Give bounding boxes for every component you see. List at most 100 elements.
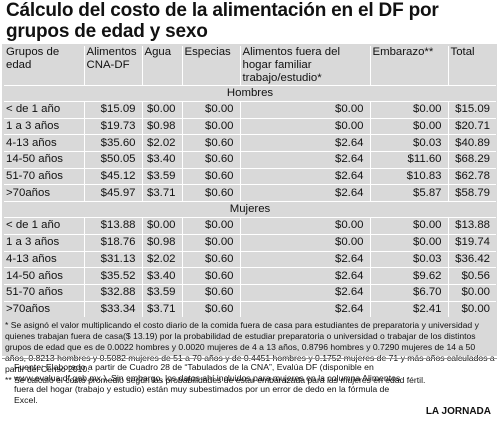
age-group-cell: 14-50 años [4, 151, 85, 169]
table-row: >70años $45.97 $3.71 $0.60 $2.64 $5.87 $58.79 [4, 184, 496, 202]
age-group-cell: 1 a 3 años [4, 117, 85, 135]
age-group-cell: 4-13 años [4, 134, 85, 152]
age-group-cell: 14-50 años [4, 267, 85, 285]
age-group-cell: >70años [4, 300, 85, 318]
value-cell: $33.34 [84, 300, 143, 318]
value-cell: $0.00 [370, 217, 449, 235]
table-row: 51-70 años $32.88 $3.59 $0.60 $2.64 $6.70 $0.0… [4, 283, 496, 302]
value-cell: $11.60 [370, 151, 449, 169]
value-cell: $45.97 [84, 184, 143, 202]
age-group-cell: 4-13 años [4, 250, 85, 268]
section-label-men: Hombres [4, 85, 496, 102]
value-cell: $2.64 [240, 300, 371, 318]
value-cell: $35.60 [84, 134, 143, 152]
value-cell: $0.00 [240, 117, 371, 135]
value-cell: $0.00 [448, 283, 496, 302]
value-cell: $19.73 [84, 117, 143, 135]
value-cell: $0.00 [370, 101, 449, 119]
value-cell: $3.59 [142, 283, 183, 302]
value-cell: $0.00 [240, 101, 371, 119]
value-cell: $62.78 [448, 167, 496, 185]
table-row: >70años $33.34 $3.71 $0.60 $2.64 $2.41 $0.00 [4, 300, 496, 318]
value-cell: $15.09 [84, 101, 143, 119]
value-cell: $0.98 [142, 117, 183, 135]
header-age-group: Grupos de edad [4, 46, 85, 86]
value-cell: $31.13 [84, 250, 143, 268]
value-cell: $0.56 [448, 267, 496, 285]
value-cell: $0.60 [182, 283, 241, 302]
value-cell: $3.59 [142, 167, 183, 185]
value-cell: $5.87 [370, 184, 449, 202]
publisher-credit: LA JORNADA [425, 406, 491, 417]
header-spices: Especias [182, 46, 241, 86]
value-cell: $0.00 [182, 117, 241, 135]
source-text: Fuente: Elaborado a partir de Cuadro 28 … [14, 362, 401, 405]
value-cell: $0.60 [182, 300, 241, 318]
value-cell: $18.76 [84, 233, 143, 251]
source-box: Fuente: Elaborado a partir de Cuadro 28 … [2, 358, 497, 421]
value-cell: $0.00 [182, 101, 241, 119]
value-cell: $0.00 [240, 217, 371, 235]
header-row: Grupos de edad Alimentos CNA-DF Agua Esp… [4, 46, 496, 86]
table-row: 4-13 años $35.60 $2.02 $0.60 $2.64 $0.03 $40.8… [4, 134, 496, 152]
value-cell: $19.74 [448, 233, 496, 251]
value-cell: $0.03 [370, 250, 449, 268]
value-cell: $50.05 [84, 151, 143, 169]
value-cell: $2.64 [240, 283, 371, 302]
value-cell: $0.60 [182, 167, 241, 185]
value-cell: $0.00 [182, 233, 241, 251]
value-cell: $0.00 [370, 117, 449, 135]
value-cell: $3.40 [142, 267, 183, 285]
header-food-cna: Alimentos CNA-DF [84, 46, 143, 86]
age-group-cell: 51-70 años [4, 283, 85, 302]
value-cell: $0.00 [182, 217, 241, 235]
section-label-women: Mujeres [4, 201, 496, 218]
value-cell: $10.83 [370, 167, 449, 185]
value-cell: $13.88 [448, 217, 496, 235]
value-cell: $36.42 [448, 250, 496, 268]
value-cell: $3.71 [142, 184, 183, 202]
value-cell: $20.71 [448, 117, 496, 135]
value-cell: $2.02 [142, 134, 183, 152]
table-row: 1 a 3 años $18.76 $0.98 $0.00 $0.00 $0.00 $19.… [4, 233, 496, 251]
value-cell: $3.71 [142, 300, 183, 318]
table-row: 14-50 años $35.52 $3.40 $0.60 $2.64 $9.62 $0.5… [4, 267, 496, 285]
table-row: < de 1 año $15.09 $0.00 $0.00 $0.00 $0.00 $15.… [4, 101, 496, 119]
header-food-outside: Alimentos fuera del hogar familiar traba… [240, 46, 371, 86]
value-cell: $2.64 [240, 250, 371, 268]
value-cell: $15.09 [448, 101, 496, 119]
age-group-cell: < de 1 año [4, 217, 85, 235]
value-cell: $2.02 [142, 250, 183, 268]
value-cell: $35.52 [84, 267, 143, 285]
value-cell: $3.40 [142, 151, 183, 169]
value-cell: $0.00 [448, 300, 496, 318]
age-group-cell: < de 1 año [4, 101, 85, 119]
value-cell: $0.60 [182, 134, 241, 152]
value-cell: $0.60 [182, 184, 241, 202]
header-water: Agua [142, 46, 183, 86]
page-title: Cálculo del costo de la alimentación en … [6, 0, 439, 42]
value-cell: $2.64 [240, 151, 371, 169]
value-cell: $0.60 [182, 250, 241, 268]
value-cell: $6.70 [370, 283, 449, 302]
value-cell: $0.00 [142, 101, 183, 119]
header-pregnancy: Embarazo** [370, 46, 449, 86]
table-row: 14-50 años $50.05 $3.40 $0.60 $2.64 $11.60 $68… [4, 151, 496, 169]
value-cell: $13.88 [84, 217, 143, 235]
value-cell: $0.00 [370, 233, 449, 251]
value-cell: $40.89 [448, 134, 496, 152]
value-cell: $45.12 [84, 167, 143, 185]
age-group-cell: 1 a 3 años [4, 233, 85, 251]
age-group-cell: >70años [4, 184, 85, 202]
value-cell: $0.60 [182, 151, 241, 169]
value-cell: $32.88 [84, 283, 143, 302]
value-cell: $58.79 [448, 184, 496, 202]
value-cell: $2.41 [370, 300, 449, 318]
value-cell: $0.98 [142, 233, 183, 251]
value-cell: $0.60 [182, 267, 241, 285]
table-row: 51-70 años $45.12 $3.59 $0.60 $2.64 $10.83 $62… [4, 167, 496, 185]
value-cell: $2.64 [240, 134, 371, 152]
footnote-2: ** Se calculó el costo promedio según la… [5, 375, 426, 385]
value-cell: $2.64 [240, 184, 371, 202]
value-cell: $2.64 [240, 267, 371, 285]
